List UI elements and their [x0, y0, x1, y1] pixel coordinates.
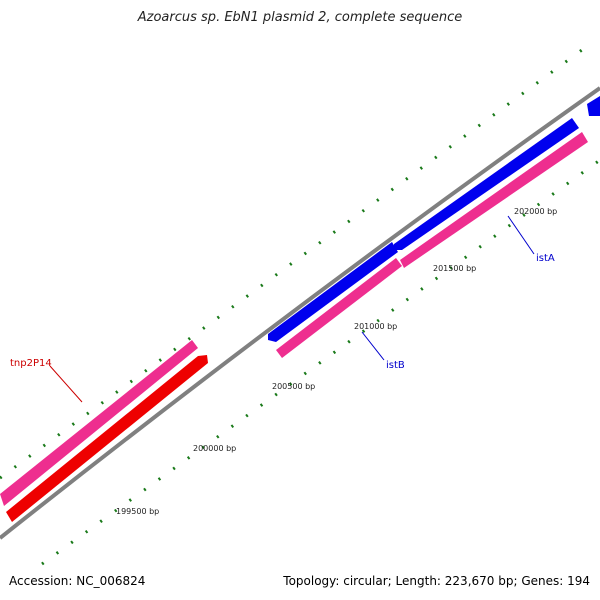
- tick-label-200500: 200500 bp: [272, 382, 315, 391]
- istb-connector: [361, 331, 385, 361]
- sequence-backbone: [0, 86, 600, 540]
- ista-gene-bar: [394, 118, 579, 250]
- ista-cds-bar: [400, 132, 588, 268]
- accession-text: Accession: NC_006824: [9, 574, 146, 588]
- gene-label-istb: istB: [386, 360, 405, 371]
- reverse-gene-bar: [6, 355, 208, 522]
- tick-label-201000: 201000 bp: [354, 322, 397, 331]
- tick-label-201500: 201500 bp: [433, 264, 476, 273]
- tick-label-200000: 200000 bp: [193, 444, 236, 453]
- tnp2p14-cds-bar: [0, 340, 198, 506]
- topology-summary: Topology: circular; Length: 223,670 bp; …: [283, 574, 590, 588]
- istb-gene-bar: [268, 242, 398, 342]
- tick-label-199500: 199500 bp: [116, 507, 159, 516]
- tick-label-202000: 202000 bp: [514, 207, 557, 216]
- inner-tick-row: [41, 158, 600, 566]
- gene-label-ista: istA: [536, 253, 555, 264]
- edge-gene-bar: [587, 96, 600, 116]
- ista-connector: [507, 215, 535, 255]
- outer-tick-row: [0, 42, 591, 480]
- gene-label-tnp2p14: tnp2P14: [10, 358, 52, 369]
- map-title: Azoarcus sp. EbN1 plasmid 2, complete se…: [137, 10, 463, 25]
- istb-cds-bar: [276, 258, 402, 358]
- tnp2p14-connector: [49, 365, 83, 403]
